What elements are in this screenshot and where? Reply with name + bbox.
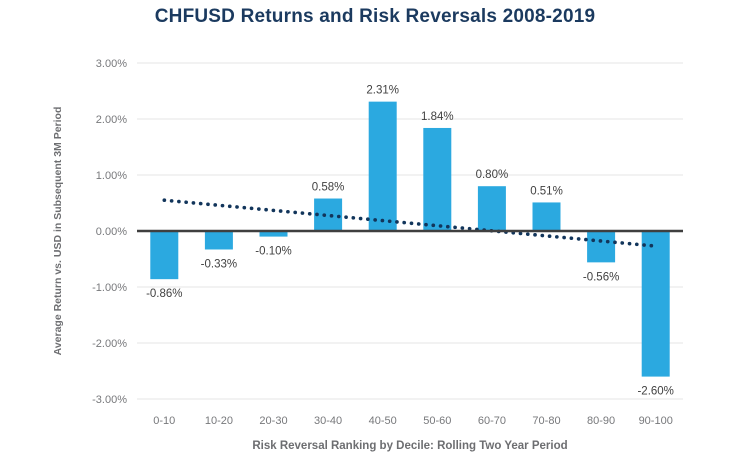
x-tick-label: 90-100 bbox=[639, 415, 673, 427]
bar-50-60 bbox=[423, 127, 452, 231]
y-tick-label: 2.00% bbox=[96, 114, 127, 126]
bar-90-100 bbox=[641, 231, 670, 377]
x-tick-label: 30-40 bbox=[314, 415, 342, 427]
y-tick-label: 3.00% bbox=[96, 58, 127, 70]
x-tick-label: 50-60 bbox=[423, 415, 451, 427]
x-tick-label: 20-30 bbox=[259, 415, 287, 427]
x-tick-label: 70-80 bbox=[532, 415, 560, 427]
bar-value-label: 0.58% bbox=[312, 182, 345, 194]
x-tick-label: 80-90 bbox=[587, 415, 615, 427]
bar-value-label: -0.33% bbox=[201, 258, 237, 270]
x-tick-label: 10-20 bbox=[205, 415, 233, 427]
y-tick-label: -2.00% bbox=[92, 338, 127, 350]
bar-value-label: -0.10% bbox=[255, 246, 291, 258]
trendline bbox=[162, 198, 658, 248]
bar-value-label: 2.31% bbox=[366, 85, 399, 97]
bar-value-label: -0.56% bbox=[583, 271, 619, 283]
chart-title: CHFUSD Returns and Risk Reversals 2008-2… bbox=[154, 6, 596, 27]
bar-value-label: 0.51% bbox=[530, 185, 563, 197]
y-axis-title: Average Return vs. USD in Subsequent 3M … bbox=[52, 107, 64, 356]
bar-60-70 bbox=[477, 186, 506, 231]
y-tick-label: 1.00% bbox=[96, 170, 127, 182]
y-tick-label: -1.00% bbox=[92, 282, 127, 294]
y-tick-label: 0.00% bbox=[96, 226, 127, 238]
bar-20-30 bbox=[259, 231, 288, 237]
bar-value-label: -0.86% bbox=[146, 288, 182, 300]
bar-80-90 bbox=[587, 231, 616, 263]
x-tick-label: 0-10 bbox=[153, 415, 175, 427]
bar-layer bbox=[150, 101, 670, 377]
grid-layer bbox=[137, 62, 683, 400]
x-axis-title: Risk Reversal Ranking by Decile: Rolling… bbox=[252, 440, 567, 452]
bar-value-label: 0.80% bbox=[476, 169, 509, 181]
x-tick-label: 40-50 bbox=[369, 415, 397, 427]
bar-value-label: -2.60% bbox=[637, 386, 673, 398]
bar-10-20 bbox=[204, 231, 233, 250]
x-tick-label: 60-70 bbox=[478, 415, 506, 427]
bar-40-50 bbox=[368, 101, 397, 231]
data-label-layer: -0.86% -0.33% -0.10% 0.58% 2.31% 1.84% 0.80% 0.… bbox=[146, 85, 674, 398]
axis-layer: 3.00% 2.00% 1.00% 0.00% -1.00% -2.00% -3.00% 0-… bbox=[92, 58, 683, 427]
trendline-layer bbox=[162, 198, 658, 248]
bar-70-80 bbox=[532, 202, 561, 231]
bar-value-label: 1.84% bbox=[421, 111, 454, 123]
bar-0-10 bbox=[150, 231, 179, 280]
y-tick-label: -3.00% bbox=[92, 394, 127, 406]
